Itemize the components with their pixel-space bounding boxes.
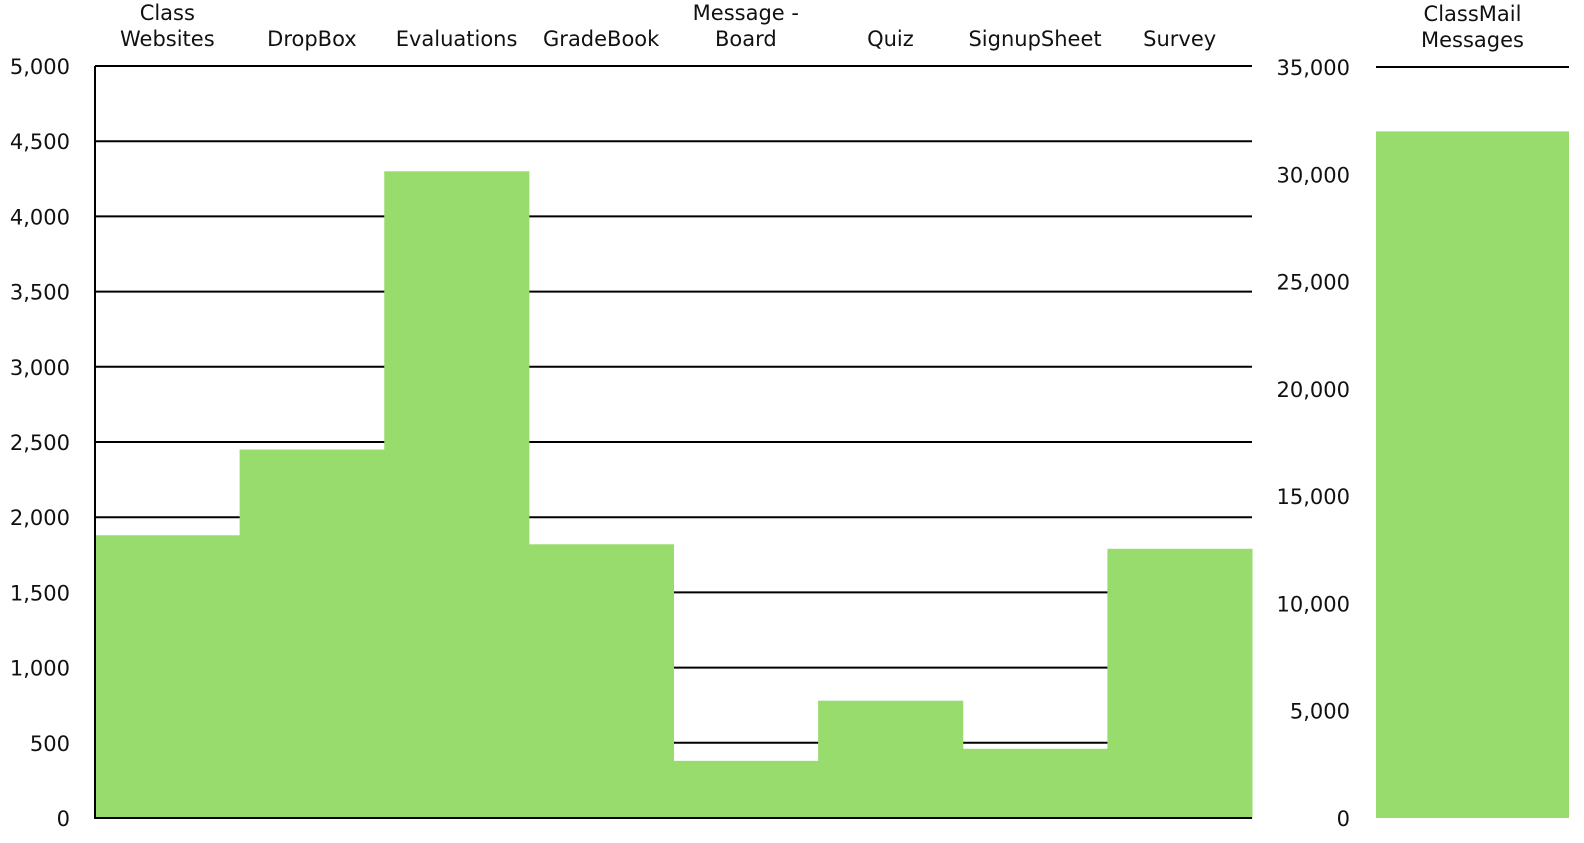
right-y-tick-label: 5,000 bbox=[1290, 700, 1350, 724]
bar-classmail-messages bbox=[1376, 131, 1569, 818]
category-label: DropBox bbox=[267, 27, 357, 51]
bar-message-board bbox=[673, 760, 819, 818]
bar-evaluations bbox=[384, 171, 530, 818]
left-y-tick-label: 2,500 bbox=[10, 431, 70, 455]
left-y-tick-label: 1,000 bbox=[10, 657, 70, 681]
left-y-tick-label: 5,000 bbox=[10, 55, 70, 79]
right-y-tick-label: 35,000 bbox=[1277, 56, 1350, 80]
left-y-tick-label: 500 bbox=[30, 732, 70, 756]
category-label: Quiz bbox=[867, 27, 914, 51]
left-y-tick-label: 2,000 bbox=[10, 506, 70, 530]
category-label: Message -Board bbox=[693, 1, 799, 51]
left-y-tick-label: 3,000 bbox=[10, 356, 70, 380]
right-y-tick-label: 25,000 bbox=[1277, 271, 1350, 295]
bar-gradebook bbox=[528, 544, 674, 818]
bar-quiz bbox=[818, 700, 964, 818]
right-y-tick-label: 30,000 bbox=[1277, 163, 1350, 187]
bar-survey bbox=[1107, 548, 1253, 818]
category-label: Survey bbox=[1143, 27, 1216, 51]
left-y-tick-label: 1,500 bbox=[10, 581, 70, 605]
left-chart-y-tick-labels: 0 500 1,000 1,500 2,000 2,500 3,000 3,500 4,000 4… bbox=[10, 55, 70, 831]
bar-dropbox bbox=[239, 449, 385, 818]
left-y-tick-label: 0 bbox=[57, 807, 70, 831]
right-chart-category-labels: ClassMail Messages bbox=[1421, 2, 1524, 52]
right-chart-bars bbox=[1376, 131, 1569, 818]
category-label: ClassMail Messages bbox=[1421, 2, 1524, 52]
right-chart-y-tick-labels: 0 5,000 10,000 15,000 20,000 25,000 30,000 35,0… bbox=[1277, 56, 1350, 831]
left-chart-category-labels: Class Websites DropBox Evaluations GradeBook… bbox=[120, 1, 1216, 51]
category-label: GradeBook bbox=[543, 27, 660, 51]
bar-class-websites bbox=[95, 535, 241, 818]
bar-signupsheet bbox=[962, 748, 1108, 818]
left-chart-bars bbox=[95, 171, 1253, 818]
right-y-tick-label: 10,000 bbox=[1277, 592, 1350, 616]
right-y-tick-label: 15,000 bbox=[1277, 485, 1350, 509]
category-label: Class Websites bbox=[120, 1, 215, 51]
right-y-tick-label: 0 bbox=[1337, 807, 1350, 831]
left-chart-axes bbox=[94, 66, 1252, 819]
left-y-tick-label: 3,500 bbox=[10, 281, 70, 305]
category-label: SignupSheet bbox=[968, 27, 1101, 51]
left-y-tick-label: 4,500 bbox=[10, 130, 70, 154]
right-y-tick-label: 20,000 bbox=[1277, 378, 1350, 402]
category-label: Evaluations bbox=[396, 27, 518, 51]
left-y-tick-label: 4,000 bbox=[10, 205, 70, 229]
